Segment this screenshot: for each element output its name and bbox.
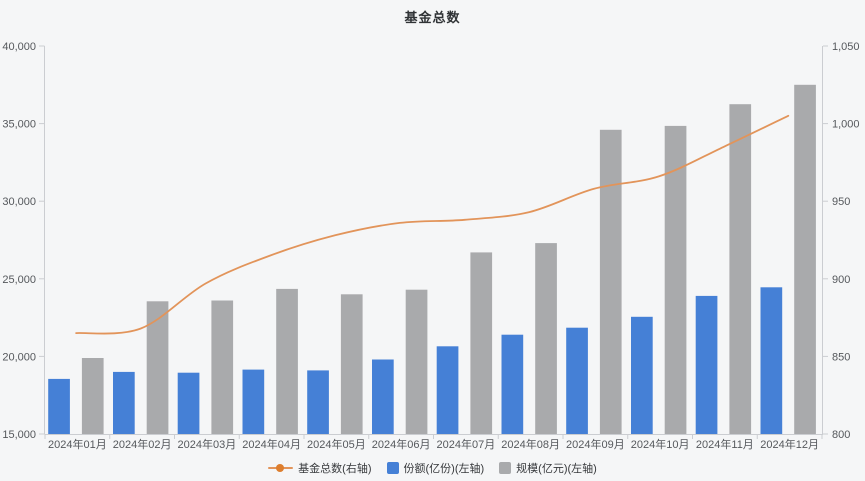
bar-shares-11[interactable] bbox=[760, 287, 783, 434]
x-axis-category-label: 2024年07月 bbox=[437, 437, 496, 451]
legend-marker-fund-total-icon bbox=[268, 464, 294, 472]
x-axis-category-label: 2024年04月 bbox=[242, 437, 301, 451]
bar-shares-0[interactable] bbox=[48, 378, 70, 434]
legend-item-label: 规模(亿元)(左轴) bbox=[516, 463, 597, 475]
bar-scale-2[interactable] bbox=[211, 300, 234, 435]
x-axis-category-label: 2024年05月 bbox=[307, 437, 366, 451]
x-axis-category-label: 2024年12月 bbox=[760, 437, 819, 451]
left-axis-tick-label: 30,000 bbox=[2, 196, 36, 208]
bar-scale-6[interactable] bbox=[470, 252, 493, 434]
bar-scale-11[interactable] bbox=[794, 84, 816, 435]
bar-shares-2[interactable] bbox=[177, 372, 200, 434]
bar-shares-6[interactable] bbox=[436, 346, 459, 434]
legend-marker-scale-icon bbox=[499, 462, 512, 474]
right-axis-tick-label: 1,000 bbox=[832, 119, 860, 131]
chart-title: 基金总数 bbox=[404, 10, 461, 25]
x-axis-category-label: 2024年11月 bbox=[696, 437, 754, 451]
x-axis-category-label: 2024年01月 bbox=[48, 437, 107, 451]
bar-shares-1[interactable] bbox=[113, 371, 135, 434]
bar-scale-9[interactable] bbox=[664, 125, 687, 435]
legend-item-shares[interactable]: 份额(亿份)(左轴) bbox=[386, 460, 485, 476]
left-axis-tick-label: 20,000 bbox=[2, 351, 36, 363]
left-axis-tick-label: 40,000 bbox=[2, 41, 36, 53]
left-axis-tick-label: 25,000 bbox=[2, 274, 36, 286]
left-axis-tick-label: 35,000 bbox=[2, 119, 36, 131]
bar-shares-3[interactable] bbox=[242, 369, 265, 434]
x-axis-category-label: 2024年09月 bbox=[566, 437, 625, 451]
x-axis-category-label: 2024年03月 bbox=[178, 437, 237, 451]
legend-item-label: 基金总数(右轴) bbox=[298, 463, 372, 475]
bar-shares-8[interactable] bbox=[566, 327, 588, 434]
x-axis-category-label: 2024年06月 bbox=[372, 437, 431, 451]
bar-scale-7[interactable] bbox=[535, 243, 557, 434]
legend-marker-shares-icon bbox=[386, 462, 399, 474]
left-axis-tick-label: 15,000 bbox=[2, 429, 36, 441]
bar-scale-4[interactable] bbox=[340, 294, 363, 434]
right-axis-tick-label: 800 bbox=[832, 429, 850, 441]
bar-shares-5[interactable] bbox=[372, 359, 394, 435]
bar-scale-1[interactable] bbox=[146, 301, 169, 434]
bar-scale-8[interactable] bbox=[599, 129, 622, 435]
x-axis-category-label: 2024年10月 bbox=[631, 437, 690, 451]
legend: 基金总数(右轴) 份额(亿份)(左轴) 规模(亿元)(左轴) bbox=[0, 459, 865, 477]
bar-shares-9[interactable] bbox=[631, 316, 653, 434]
legend-item-fund-total[interactable]: 基金总数(右轴) bbox=[268, 460, 372, 476]
right-axis-tick-label: 950 bbox=[832, 196, 850, 208]
legend-dot-fund-total-icon bbox=[276, 464, 285, 472]
x-axis-category-label: 2024年08月 bbox=[501, 437, 560, 451]
right-axis-tick-label: 850 bbox=[832, 351, 850, 363]
right-axis-tick-label: 1,050 bbox=[832, 41, 860, 53]
legend-item-label: 份额(亿份)(左轴) bbox=[403, 463, 485, 475]
line-fund-total[interactable] bbox=[75, 114, 790, 335]
right-axis-tick-label: 900 bbox=[832, 274, 850, 286]
bar-scale-3[interactable] bbox=[276, 288, 298, 434]
bar-shares-10[interactable] bbox=[695, 295, 718, 434]
bar-shares-7[interactable] bbox=[501, 334, 524, 434]
bar-scale-5[interactable] bbox=[405, 289, 428, 434]
bar-scale-0[interactable] bbox=[81, 358, 104, 434]
legend-item-scale[interactable]: 规模(亿元)(左轴) bbox=[499, 460, 597, 476]
x-axis-category-label: 2024年02月 bbox=[113, 437, 172, 451]
bar-shares-4[interactable] bbox=[307, 370, 329, 434]
bar-scale-10[interactable] bbox=[729, 104, 752, 434]
